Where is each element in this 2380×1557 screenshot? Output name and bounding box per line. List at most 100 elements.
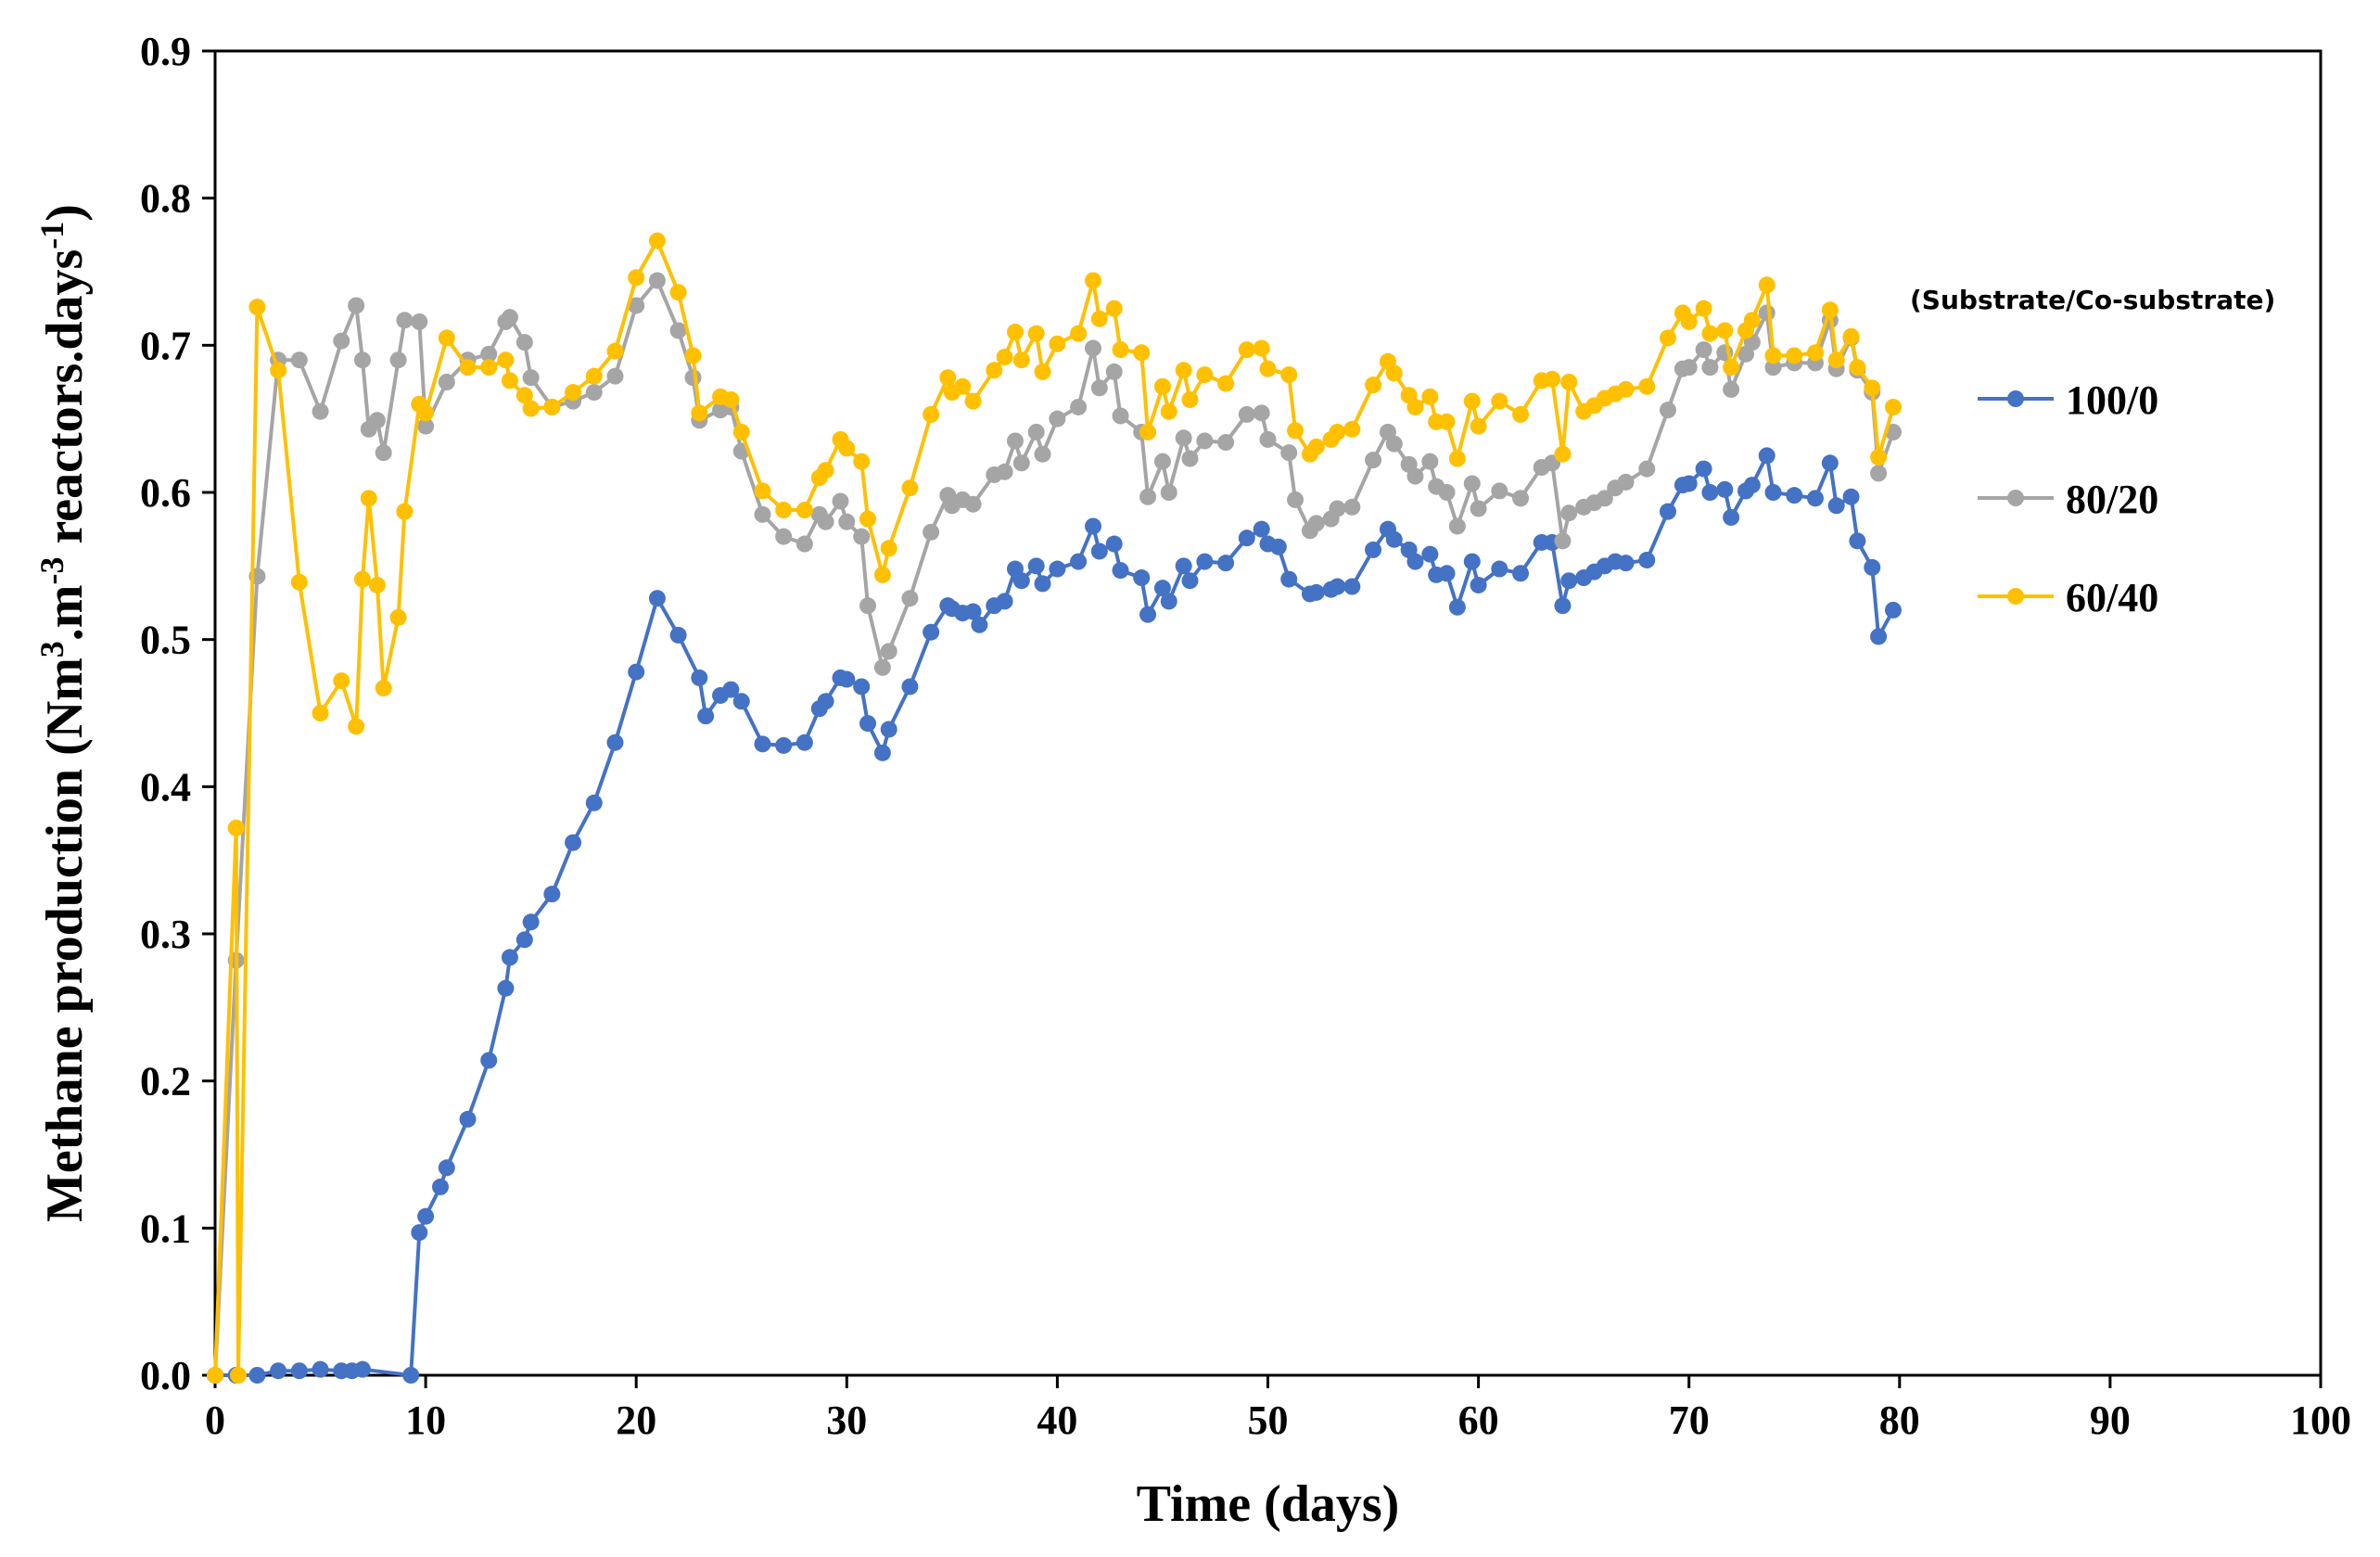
data-point	[1406, 553, 1424, 570]
data-point	[1329, 578, 1346, 595]
data-point	[1806, 490, 1824, 507]
data-point	[1821, 454, 1839, 472]
data-point	[1743, 477, 1761, 494]
data-point	[1105, 300, 1123, 317]
data-point	[873, 658, 891, 676]
data-point	[1006, 324, 1024, 341]
data-point	[248, 299, 266, 316]
data-point	[901, 479, 919, 497]
data-point	[1758, 304, 1775, 322]
data-point	[996, 593, 1013, 610]
data-point	[1153, 453, 1171, 470]
data-point	[543, 886, 561, 903]
data-point	[1560, 504, 1578, 522]
data-point	[853, 453, 871, 470]
data-point	[684, 347, 702, 364]
data-point	[817, 462, 834, 479]
data-point	[691, 404, 708, 422]
data-point	[1175, 429, 1192, 447]
legend-marker	[2007, 490, 2024, 506]
data-point	[1638, 551, 1656, 568]
data-point	[402, 1367, 420, 1384]
data-point	[838, 513, 856, 530]
data-point	[501, 309, 518, 326]
data-point	[431, 1178, 449, 1195]
data-point	[1695, 460, 1712, 478]
data-point	[1617, 380, 1635, 398]
data-point	[1090, 542, 1108, 560]
data-point	[1027, 423, 1045, 440]
x-tick-label: 10	[405, 1397, 446, 1443]
data-point	[1470, 417, 1487, 435]
data-point	[1512, 565, 1530, 582]
data-point	[438, 374, 455, 390]
data-point	[1139, 488, 1157, 505]
data-point	[628, 297, 645, 314]
data-point	[396, 312, 414, 329]
data-point	[1870, 465, 1888, 482]
data-point	[1448, 517, 1466, 535]
data-point	[1463, 553, 1481, 570]
data-point	[1343, 420, 1361, 438]
data-point	[1012, 351, 1030, 369]
y-tick-label: 0.1	[140, 1206, 191, 1251]
data-point	[1638, 460, 1656, 478]
data-point	[1421, 453, 1439, 470]
data-point	[1617, 555, 1635, 572]
data-point	[628, 663, 645, 681]
series-80-20	[207, 272, 1902, 1384]
data-point	[543, 398, 561, 415]
data-point	[732, 693, 750, 710]
x-tick-label: 40	[1037, 1397, 1077, 1443]
data-point	[1070, 553, 1088, 570]
x-tick-label: 80	[1879, 1397, 1920, 1443]
data-point	[1160, 593, 1177, 610]
data-point	[501, 372, 518, 389]
data-point	[1085, 517, 1102, 535]
data-point	[1217, 555, 1235, 572]
data-point	[859, 597, 877, 615]
data-point	[1365, 452, 1382, 469]
data-point	[333, 672, 350, 690]
series-100-0	[207, 447, 1902, 1384]
data-point	[565, 384, 582, 402]
data-point	[1470, 576, 1487, 593]
data-point	[754, 482, 771, 500]
y-tick-label: 0.3	[140, 912, 191, 957]
data-point	[270, 362, 287, 379]
data-point	[1259, 430, 1277, 448]
data-point	[1196, 366, 1214, 384]
data-point	[480, 359, 498, 376]
data-point	[880, 721, 897, 738]
data-point	[1842, 327, 1860, 345]
data-point	[1512, 490, 1530, 507]
plot-frame	[213, 49, 2323, 1377]
data-point	[1181, 572, 1199, 590]
data-point	[515, 387, 533, 404]
data-point	[1491, 560, 1508, 578]
x-tick-label: 60	[1458, 1397, 1499, 1443]
data-point	[1238, 530, 1255, 547]
data-point	[775, 736, 793, 754]
data-point	[1695, 300, 1712, 317]
data-point	[1448, 450, 1466, 467]
data-point	[1329, 423, 1346, 440]
data-point	[1438, 413, 1456, 430]
data-point	[1217, 434, 1235, 452]
data-point	[1307, 438, 1325, 455]
x-tick-label: 100	[2290, 1397, 2351, 1443]
data-point	[964, 392, 982, 410]
data-point	[923, 623, 940, 641]
data-point	[353, 570, 371, 588]
data-point	[1253, 339, 1270, 357]
data-point	[964, 495, 982, 513]
data-point	[480, 1052, 498, 1069]
data-point	[1280, 366, 1298, 384]
y-tick-label: 0.0	[140, 1353, 191, 1398]
data-point	[353, 351, 371, 369]
data-point	[873, 744, 891, 761]
data-point	[368, 576, 386, 593]
data-point	[1716, 322, 1734, 339]
data-point	[353, 1360, 371, 1378]
legend-items: 100/0 80/20 60/40	[1978, 377, 2158, 620]
